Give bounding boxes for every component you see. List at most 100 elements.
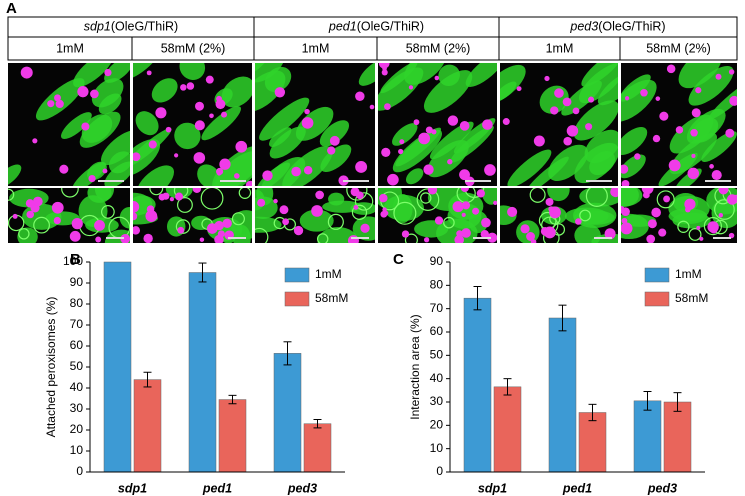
- peroxisome: [71, 218, 83, 230]
- peroxisome: [718, 188, 729, 195]
- peroxisome: [588, 96, 595, 103]
- peroxisome: [655, 96, 661, 101]
- peroxisome: [53, 216, 61, 225]
- peroxisome: [133, 212, 138, 221]
- peroxisome: [59, 164, 69, 174]
- micrograph: [133, 63, 252, 186]
- y-tick-label: 60: [430, 324, 444, 338]
- genotype-label: ped3(OleG/ThiR): [569, 20, 665, 34]
- oil-body-ring: [677, 220, 690, 233]
- peroxisome: [685, 206, 691, 213]
- peroxisome: [516, 86, 522, 92]
- y-tick-label: 20: [430, 418, 444, 432]
- lipid-body: [320, 144, 352, 173]
- peroxisome: [222, 218, 232, 229]
- peroxisome: [382, 207, 387, 212]
- oil-body-ring: [8, 188, 15, 201]
- peroxisome: [640, 88, 648, 97]
- micrograph: [378, 63, 497, 186]
- bar: [633, 400, 662, 473]
- oil-body-ring: [327, 213, 344, 230]
- peroxisome: [291, 166, 301, 177]
- y-tick-label: 50: [70, 359, 84, 373]
- peroxisome: [174, 153, 179, 158]
- peroxisome: [369, 104, 375, 110]
- oil-body-ring: [703, 217, 722, 236]
- peroxisome: [90, 89, 99, 99]
- lipid-body: [688, 65, 734, 106]
- peroxisome: [543, 226, 556, 239]
- peroxisome: [235, 140, 248, 153]
- peroxisome: [205, 75, 214, 84]
- condition-label: 1mM: [546, 41, 574, 55]
- peroxisome: [718, 213, 724, 218]
- peroxisome: [413, 119, 420, 126]
- peroxisome: [634, 153, 641, 160]
- construct-name: (OleG/ThiR): [598, 20, 665, 34]
- micrograph: [133, 188, 252, 243]
- lipid-body: [597, 71, 618, 106]
- y-tick-label: 0: [76, 464, 83, 478]
- micrograph: [500, 63, 618, 186]
- peroxisome: [434, 216, 444, 225]
- peroxisome: [47, 100, 55, 108]
- peroxisome: [423, 237, 430, 243]
- peroxisome: [690, 129, 698, 137]
- peroxisome: [217, 171, 222, 176]
- peroxisome: [315, 190, 324, 200]
- lipid-body: [259, 97, 310, 141]
- y-tick-label: 10: [70, 443, 84, 457]
- oil-body-ring: [714, 199, 735, 220]
- peroxisome: [133, 201, 140, 213]
- peroxisome: [155, 107, 167, 119]
- bar: [663, 401, 692, 473]
- lipid-body: [450, 125, 494, 163]
- peroxisome: [215, 99, 226, 110]
- gene-name: ped1: [328, 20, 357, 34]
- peroxisome: [355, 91, 365, 102]
- lipid-body: [481, 188, 497, 205]
- peroxisome: [691, 108, 701, 118]
- peroxisome: [162, 192, 170, 200]
- oil-body-ring: [101, 205, 115, 219]
- bar: [548, 317, 577, 473]
- condition-label: 1mM: [302, 41, 330, 55]
- condition-label: 1mM: [56, 41, 84, 55]
- peroxisome: [610, 188, 618, 198]
- header-table: [7, 16, 738, 61]
- peroxisome: [148, 140, 157, 149]
- peroxisome: [177, 226, 185, 234]
- peroxisome: [729, 95, 737, 106]
- peroxisome: [327, 146, 336, 155]
- peroxisome: [699, 236, 704, 241]
- peroxisome: [651, 207, 661, 218]
- lipid-body: [78, 195, 108, 228]
- peroxisome: [484, 164, 496, 176]
- peroxisome: [381, 147, 391, 157]
- bar: [303, 423, 332, 473]
- lipid-body: [201, 106, 241, 141]
- lipid-body: [438, 64, 460, 87]
- peroxisome: [120, 233, 130, 243]
- y-tick-label: 100: [63, 254, 83, 268]
- peroxisome: [554, 88, 564, 98]
- peroxisome: [687, 167, 700, 180]
- legend-label: 58mM: [315, 291, 348, 305]
- lipid-body: [678, 63, 722, 89]
- oil-body-ring: [61, 188, 79, 198]
- x-tick-label: ped3: [647, 481, 677, 495]
- peroxisome: [472, 207, 480, 215]
- oil-body-ring: [200, 188, 224, 210]
- y-tick-label: 80: [70, 296, 84, 310]
- peroxisome: [725, 128, 735, 138]
- y-tick-label: 80: [430, 278, 444, 292]
- oil-body-ring: [354, 192, 374, 211]
- peroxisome: [245, 180, 252, 186]
- peroxisome: [169, 196, 175, 202]
- peroxisome: [217, 230, 225, 238]
- peroxisome: [32, 138, 38, 144]
- oil-body-ring: [175, 219, 191, 234]
- oil-body-ring: [149, 188, 164, 196]
- micrograph: [500, 188, 618, 243]
- peroxisome: [480, 230, 489, 239]
